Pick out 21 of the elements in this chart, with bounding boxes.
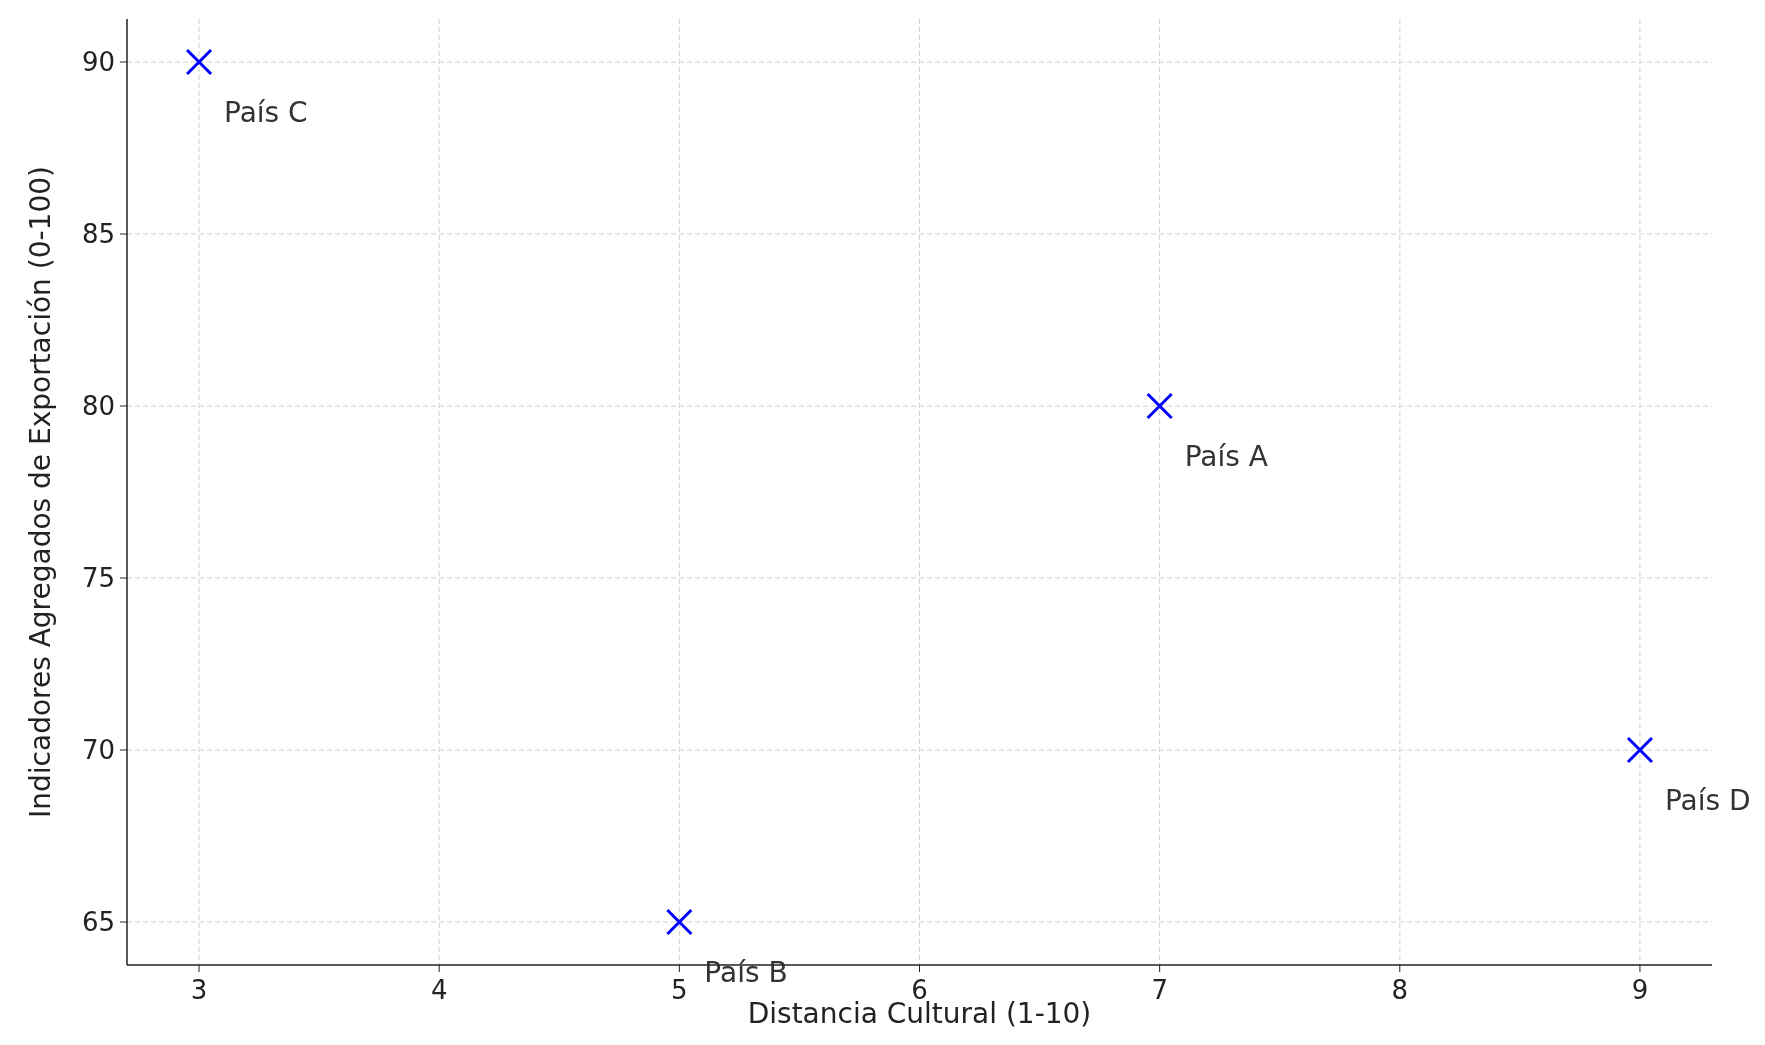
x-tick-label: 5 — [671, 975, 688, 1005]
x-tick-label: 3 — [190, 975, 208, 1005]
annotation: País C — [224, 96, 308, 129]
x-tick-label: 8 — [1391, 975, 1409, 1005]
y-tick-label: 65 — [81, 907, 115, 937]
point — [665, 908, 693, 936]
point — [185, 48, 213, 76]
x-tick-label: 4 — [430, 975, 448, 1005]
annotation: País D — [1664, 784, 1751, 817]
y-tick-label: 90 — [81, 47, 115, 77]
y-axis-title: Indicadores Agregados de Exportación (0-100) — [24, 166, 57, 818]
x-tick-label: 9 — [1631, 975, 1649, 1005]
point — [1146, 392, 1174, 420]
annotation: País B — [704, 956, 788, 989]
y-tick-label: 85 — [81, 219, 115, 249]
point — [1626, 736, 1654, 764]
y-tick-label: 70 — [81, 735, 115, 765]
annotation: País A — [1184, 440, 1268, 473]
y-tick-label: 75 — [81, 563, 115, 593]
y-tick-label: 80 — [81, 391, 115, 421]
x-tick-label: 7 — [1151, 975, 1168, 1005]
